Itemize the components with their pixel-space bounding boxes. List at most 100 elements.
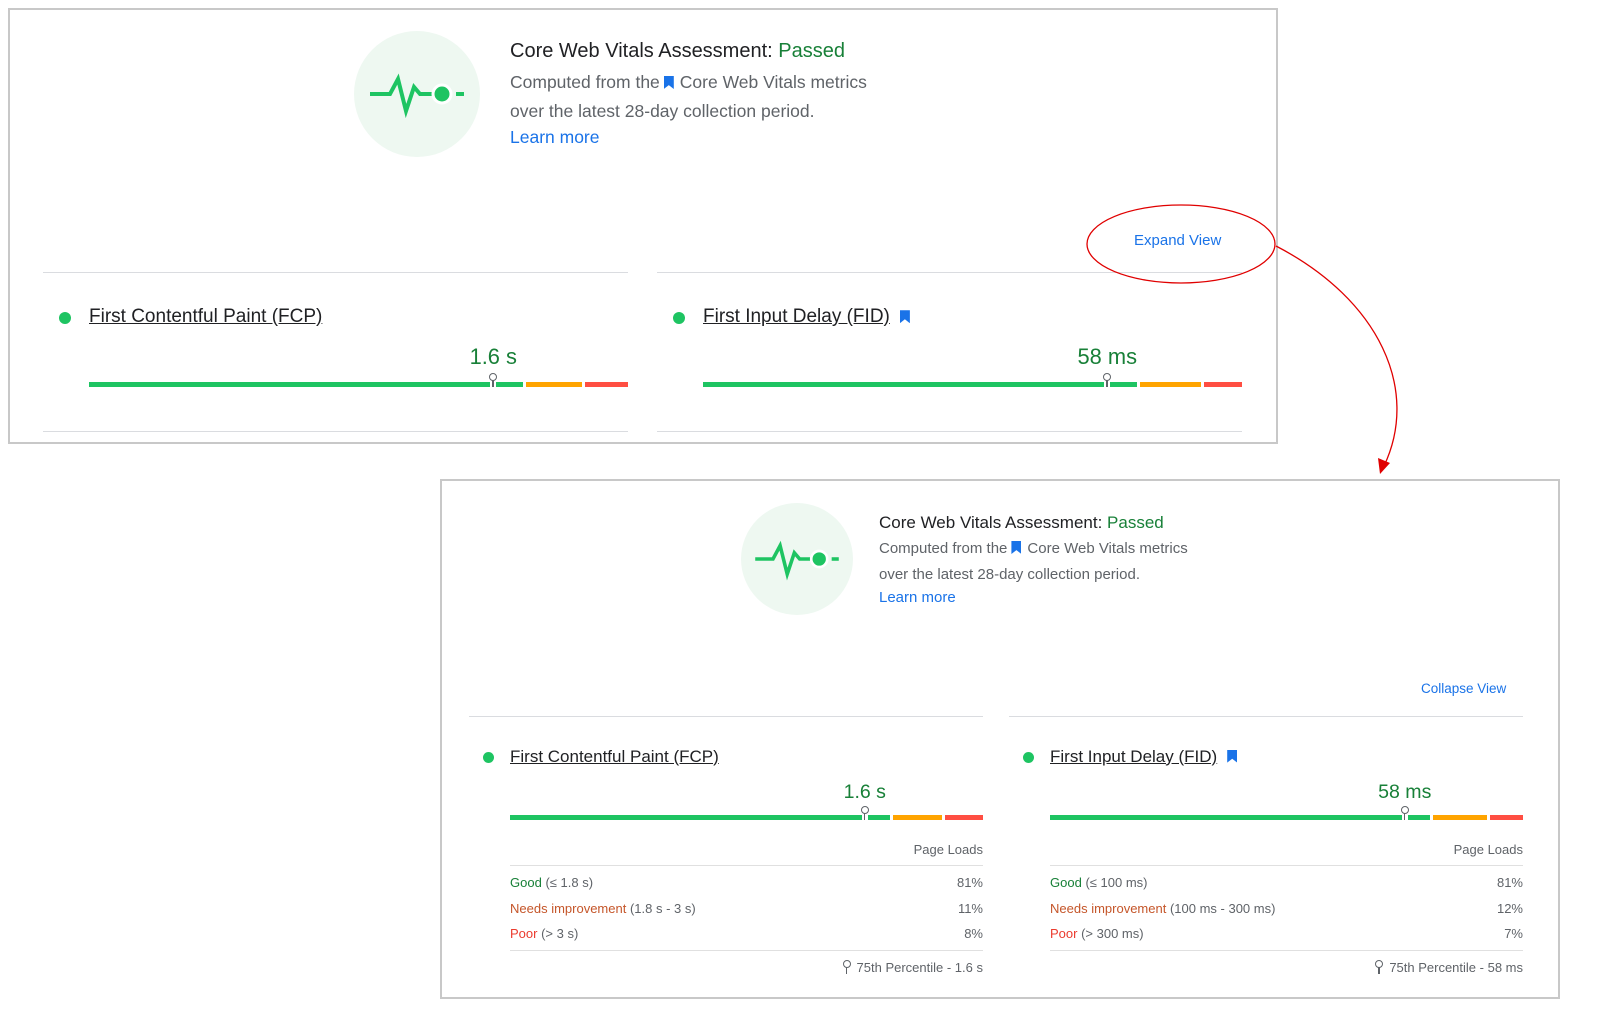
- bar-needs-improvement-segment: [1139, 382, 1202, 388]
- metric-name: First Input Delay (FID): [1050, 746, 1218, 766]
- assessment-status: Passed: [778, 40, 845, 62]
- desc-text: Core Web Vitals metrics: [679, 72, 867, 92]
- bookmark-icon: [663, 76, 674, 89]
- row-percent: 81%: [956, 875, 983, 890]
- row-label: Needs improvement: [510, 900, 627, 916]
- bar-good-segment: [1110, 382, 1137, 388]
- status-dot-icon: [672, 311, 685, 325]
- row-percent: 8%: [964, 926, 983, 941]
- row-label: Poor: [510, 926, 538, 941]
- metric-value: 58 ms: [1378, 780, 1432, 803]
- divider: [657, 272, 1242, 273]
- distribution-bar: [510, 805, 983, 820]
- distribution-bar: [1050, 805, 1523, 820]
- assessment-desc-2: over the latest 28-day collection period…: [510, 101, 815, 121]
- metric-name-link[interactable]: First Input Delay (FID): [703, 306, 916, 328]
- row-range: (> 300 ms): [1081, 926, 1144, 941]
- page-loads-header: Page Loads: [1453, 842, 1523, 857]
- divider: [469, 716, 983, 717]
- assessment-title: Core Web Vitals Assessment: Passed: [510, 40, 845, 63]
- metric-name: First Input Delay (FID): [703, 306, 890, 328]
- status-dot-icon: [1022, 751, 1034, 763]
- row-percent: 11%: [957, 900, 983, 916]
- bar-good-segment: [703, 382, 1105, 388]
- divider: [510, 865, 983, 866]
- divider: [43, 431, 628, 432]
- distribution-table: Page Loads Good (≤ 100 ms) 81% Needs impro…: [1050, 842, 1523, 982]
- row-range: (≤ 1.8 s): [545, 875, 594, 890]
- bookmark-icon: [899, 310, 910, 324]
- distribution-row: Good (≤ 1.8 s) 81%: [510, 875, 983, 893]
- metric-value: 58 ms: [1077, 344, 1137, 370]
- bar-needs-improvement-segment: [525, 382, 582, 388]
- bar-good-segment: [510, 814, 862, 820]
- bar-poor-segment: [1204, 382, 1242, 388]
- desc-text: Computed from the: [510, 72, 660, 92]
- percentile-text: 75th Percentile - 1.6 s: [856, 960, 983, 975]
- annotation-arrow: [1275, 245, 1398, 467]
- divider: [657, 431, 1242, 432]
- percentile-text: 75th Percentile - 58 ms: [1389, 960, 1523, 975]
- row-range: (1.8 s - 3 s): [629, 900, 696, 916]
- status-dot-icon: [58, 311, 71, 325]
- assessment-label: Core Web Vitals Assessment:: [879, 513, 1103, 532]
- assessment-title: Core Web Vitals Assessment: Passed: [879, 513, 1164, 533]
- bar-good-segment: [1050, 814, 1402, 820]
- bar-good-segment: [1407, 814, 1431, 820]
- learn-more-link[interactable]: Learn more: [879, 589, 956, 606]
- distribution-row: Good (≤ 100 ms) 81%: [1050, 875, 1523, 893]
- divider: [43, 272, 628, 273]
- divider: [510, 950, 983, 951]
- assessment-status: Passed: [1107, 513, 1164, 532]
- vitals-pulse-icon: [741, 503, 853, 615]
- assessment-desc: Computed from the Core Web Vitals metrics: [510, 72, 867, 93]
- bar-poor-segment: [584, 382, 628, 388]
- row-label: Needs improvement: [1050, 900, 1167, 916]
- row-range: (100 ms - 300 ms): [1169, 900, 1276, 916]
- row-percent: 7%: [1504, 926, 1523, 941]
- percentile-marker-icon: [489, 373, 498, 388]
- bar-good-segment: [496, 382, 523, 388]
- percentile-marker-icon: [1400, 805, 1409, 820]
- assessment-desc: Computed from the Core Web Vitals metrics: [879, 540, 1188, 557]
- bar-needs-improvement-segment: [1433, 814, 1487, 820]
- distribution-bar: [703, 373, 1242, 388]
- metric-name: First Contentful Paint (FCP): [510, 746, 719, 766]
- row-range: (> 3 s): [541, 926, 579, 941]
- bar-poor-segment: [945, 814, 983, 820]
- row-percent: 81%: [1496, 875, 1523, 890]
- metric-name: First Contentful Paint (FCP): [89, 306, 323, 328]
- desc-text: Core Web Vitals metrics: [1027, 540, 1188, 557]
- expanded-view-panel: Core Web Vitals Assessment: Passed Compu…: [440, 479, 1560, 999]
- expand-view-link[interactable]: Expand View: [1134, 232, 1222, 249]
- row-range: (≤ 100 ms): [1085, 875, 1148, 890]
- row-percent: 12%: [1496, 900, 1523, 916]
- metric-name-link[interactable]: First Contentful Paint (FCP): [89, 306, 322, 328]
- percentile-footer: 75th Percentile - 1.6 s: [842, 960, 983, 975]
- bar-good-segment: [867, 814, 891, 820]
- bookmark-icon: [1011, 541, 1022, 554]
- collapsed-view-panel: Core Web Vitals Assessment: Passed Compu…: [8, 8, 1278, 444]
- percentile-marker-icon: [860, 805, 869, 820]
- distribution-bar: [89, 373, 628, 388]
- distribution-row: Needs improvement (100 ms - 300 ms) 12%: [1050, 901, 1523, 919]
- percentile-marker-icon: [1103, 373, 1112, 388]
- bookmark-icon: [1227, 749, 1238, 763]
- distribution-row: Poor (> 300 ms) 7%: [1050, 926, 1523, 944]
- arrow-head-icon: [1378, 458, 1390, 474]
- divider: [1050, 865, 1523, 866]
- bar-needs-improvement-segment: [893, 814, 943, 820]
- bar-poor-segment: [1489, 814, 1523, 820]
- divider: [1050, 950, 1523, 951]
- row-label: Good: [510, 875, 542, 890]
- collapse-view-link[interactable]: Collapse View: [1421, 681, 1507, 696]
- percentile-marker-icon: [1375, 960, 1384, 974]
- row-label: Good: [1050, 875, 1082, 890]
- metric-name-link[interactable]: First Contentful Paint (FCP): [510, 747, 719, 767]
- page-loads-header: Page Loads: [913, 842, 983, 857]
- metric-value: 1.6 s: [843, 780, 886, 803]
- learn-more-link[interactable]: Learn more: [510, 127, 600, 147]
- percentile-marker-icon: [842, 960, 851, 974]
- divider: [1009, 716, 1523, 717]
- metric-name-link[interactable]: First Input Delay (FID): [1050, 747, 1243, 767]
